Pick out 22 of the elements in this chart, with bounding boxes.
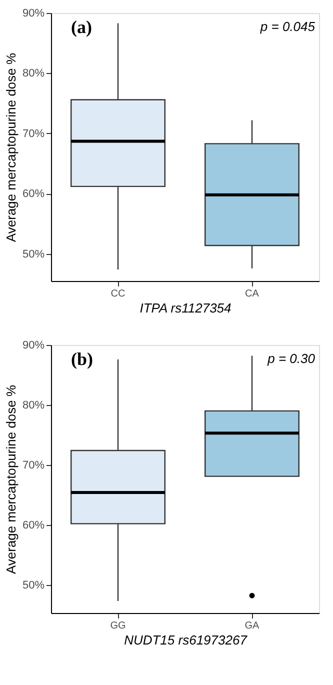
y-tick-label: 90% [22, 8, 45, 20]
x-axis-title: NUDT15 rs61973267 [124, 632, 248, 648]
y-tick-label: 90% [22, 340, 45, 352]
y-tick-label: 60% [22, 188, 45, 200]
y-tick-label: 70% [22, 128, 45, 140]
y-tick-label: 80% [22, 68, 45, 80]
annotation: (a) [71, 17, 92, 37]
y-tick-label: 50% [22, 579, 45, 592]
annotation: (b) [71, 349, 94, 369]
y-tick-label: 70% [22, 459, 45, 472]
x-tick-label: CA [245, 288, 260, 300]
annotation: p = 0.045 [259, 19, 316, 34]
x-tick-label: CC [110, 288, 126, 300]
y-axis-title: Average mercaptopurine dose % [3, 384, 18, 574]
x-tick-label: GA [244, 620, 260, 632]
y-tick-label: 80% [22, 399, 45, 412]
y-axis-title: Average mercaptopurine dose % [3, 52, 18, 242]
x-axis-title: ITPA rs1127354 [140, 300, 232, 316]
x-tick-label: GG [110, 620, 126, 632]
y-tick-label: 60% [22, 519, 45, 532]
annotation: p = 0.30 [266, 351, 316, 366]
y-tick-label: 50% [22, 248, 45, 260]
